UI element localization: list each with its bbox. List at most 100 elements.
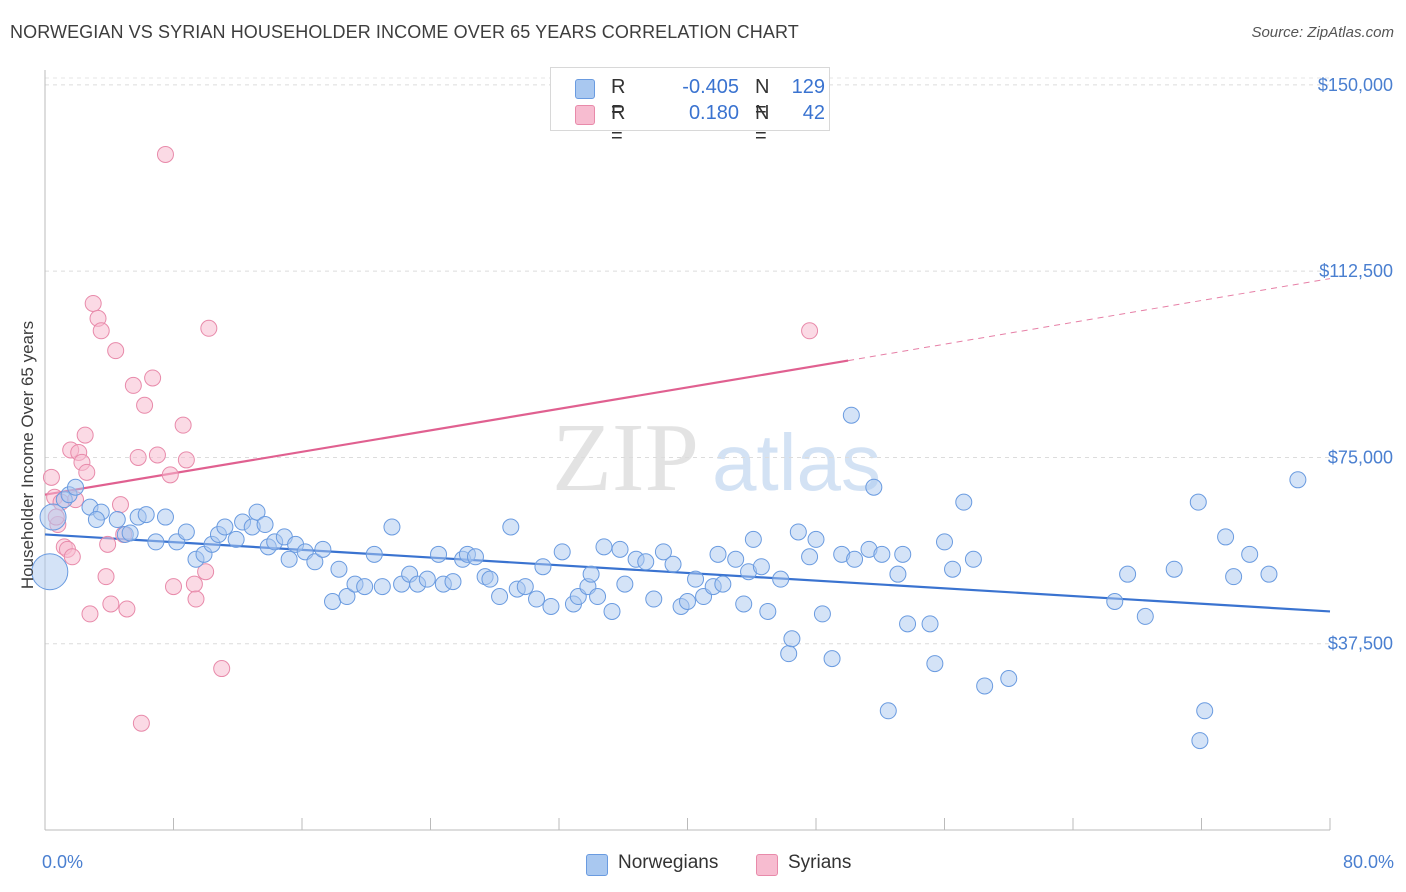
syrians-point — [136, 396, 154, 414]
syrians-point — [63, 548, 81, 566]
syrians-point — [129, 448, 147, 466]
norwegians-point — [1260, 565, 1278, 583]
y-axis-label: Householder Income Over 65 years — [18, 320, 37, 590]
norwegians-point — [735, 595, 753, 613]
norwegians-point — [502, 518, 520, 536]
norwegians-point — [338, 588, 356, 606]
norwegians-point — [1165, 560, 1183, 578]
norwegians-point — [314, 540, 332, 558]
legend-r-label: R = — [611, 102, 626, 147]
y-tick-label: $112,500 — [1319, 261, 1393, 281]
norwegians-point — [783, 630, 801, 648]
watermark-zip: ZIP — [552, 404, 699, 512]
norwegians-point — [516, 578, 534, 596]
norwegians-point — [921, 615, 939, 633]
syrians-point — [132, 714, 150, 732]
norwegians-point — [944, 560, 962, 578]
norwegians-point — [687, 570, 705, 588]
correlation-legend: R = -0.405 N = 129 R = 0.180 N = 42 — [550, 67, 830, 147]
norwegians-point — [147, 533, 165, 551]
norwegians-point — [846, 550, 864, 568]
axes — [44, 70, 1331, 831]
x-tick-min: 0.0% — [42, 852, 84, 872]
norwegians-point — [611, 540, 629, 558]
syrians-point — [76, 426, 94, 444]
norwegians-point — [582, 565, 600, 583]
norwegians-point — [780, 645, 798, 663]
norwegians-point — [865, 478, 883, 496]
norwegians-point — [813, 605, 831, 623]
norwegians-point — [709, 545, 727, 563]
norwegians-point — [256, 516, 274, 534]
norwegians-point — [444, 573, 462, 591]
norwegians-point — [789, 523, 807, 541]
norwegians-points — [31, 406, 1307, 750]
norwegians-point — [1241, 545, 1259, 563]
legend-n-label: N = — [755, 76, 770, 121]
syrians-point — [144, 369, 162, 387]
y-tick-label: $37,500 — [1328, 634, 1393, 654]
syrians-point — [107, 342, 125, 360]
syrians-trend-extension — [848, 278, 1331, 362]
norwegians-point — [645, 590, 663, 608]
norwegians-point — [481, 570, 499, 588]
norwegians-point — [528, 590, 546, 608]
norwegians-point — [108, 511, 126, 529]
bottom-legend-swatch-norwegians — [586, 854, 608, 876]
syrians-point — [92, 322, 110, 340]
norwegians-point — [801, 548, 819, 566]
norwegians-point — [330, 560, 348, 578]
norwegians-point — [879, 702, 897, 720]
norwegians-point — [373, 578, 391, 596]
syrians-point — [801, 322, 819, 340]
norwegians-point — [430, 545, 448, 563]
norwegians-point — [616, 575, 634, 593]
norwegians-point — [156, 508, 174, 526]
norwegians-point — [1189, 493, 1207, 511]
norwegians-point — [1106, 593, 1124, 611]
norwegians-point — [714, 575, 732, 593]
norwegians-point — [654, 543, 672, 561]
norwegians-point — [873, 545, 891, 563]
syrians-point — [213, 660, 231, 678]
legend-n-label: N = — [755, 102, 770, 147]
syrians-point — [102, 595, 120, 613]
legend-r-value: -0.405 — [682, 76, 739, 98]
norwegians-point — [534, 558, 552, 576]
syrians-point — [185, 575, 203, 593]
norwegians-point — [1191, 732, 1209, 750]
syrians-point — [118, 600, 136, 618]
norwegians-point — [280, 550, 298, 568]
syrians-point — [84, 294, 102, 312]
syrians-point — [187, 590, 205, 608]
gridlines — [45, 77, 1330, 645]
norwegians-point — [365, 545, 383, 563]
norwegians-point — [418, 570, 436, 588]
y-tick-label: $150,000 — [1318, 75, 1393, 95]
syrians-trend-line — [44, 359, 849, 496]
norwegians-point — [383, 518, 401, 536]
norwegians-point — [121, 524, 139, 542]
y-tick-label: $75,000 — [1328, 447, 1393, 467]
norwegians-point — [248, 503, 266, 521]
norwegians-point — [589, 588, 607, 606]
source-label: Source: ZipAtlas.com — [1251, 24, 1394, 41]
syrians-point — [99, 535, 117, 553]
norwegians-point — [1000, 669, 1018, 687]
x-tick-max: 80.0% — [1342, 852, 1394, 872]
bottom-legend-label-syrians: Syrians — [788, 852, 852, 873]
norwegians-point — [664, 555, 682, 573]
norwegians-point — [964, 550, 982, 568]
norwegians-point — [1136, 607, 1154, 625]
watermark: ZIP atlas — [552, 404, 881, 512]
syrians-point — [124, 376, 142, 394]
norwegians-point — [926, 655, 944, 673]
norwegians-point — [759, 602, 777, 620]
syrians-point — [165, 578, 182, 596]
norwegians-point — [936, 533, 953, 551]
norwegians-point — [137, 506, 155, 524]
syrians-point — [78, 463, 96, 481]
legend-n-value: 129 — [791, 76, 825, 98]
norwegians-point — [324, 593, 342, 611]
